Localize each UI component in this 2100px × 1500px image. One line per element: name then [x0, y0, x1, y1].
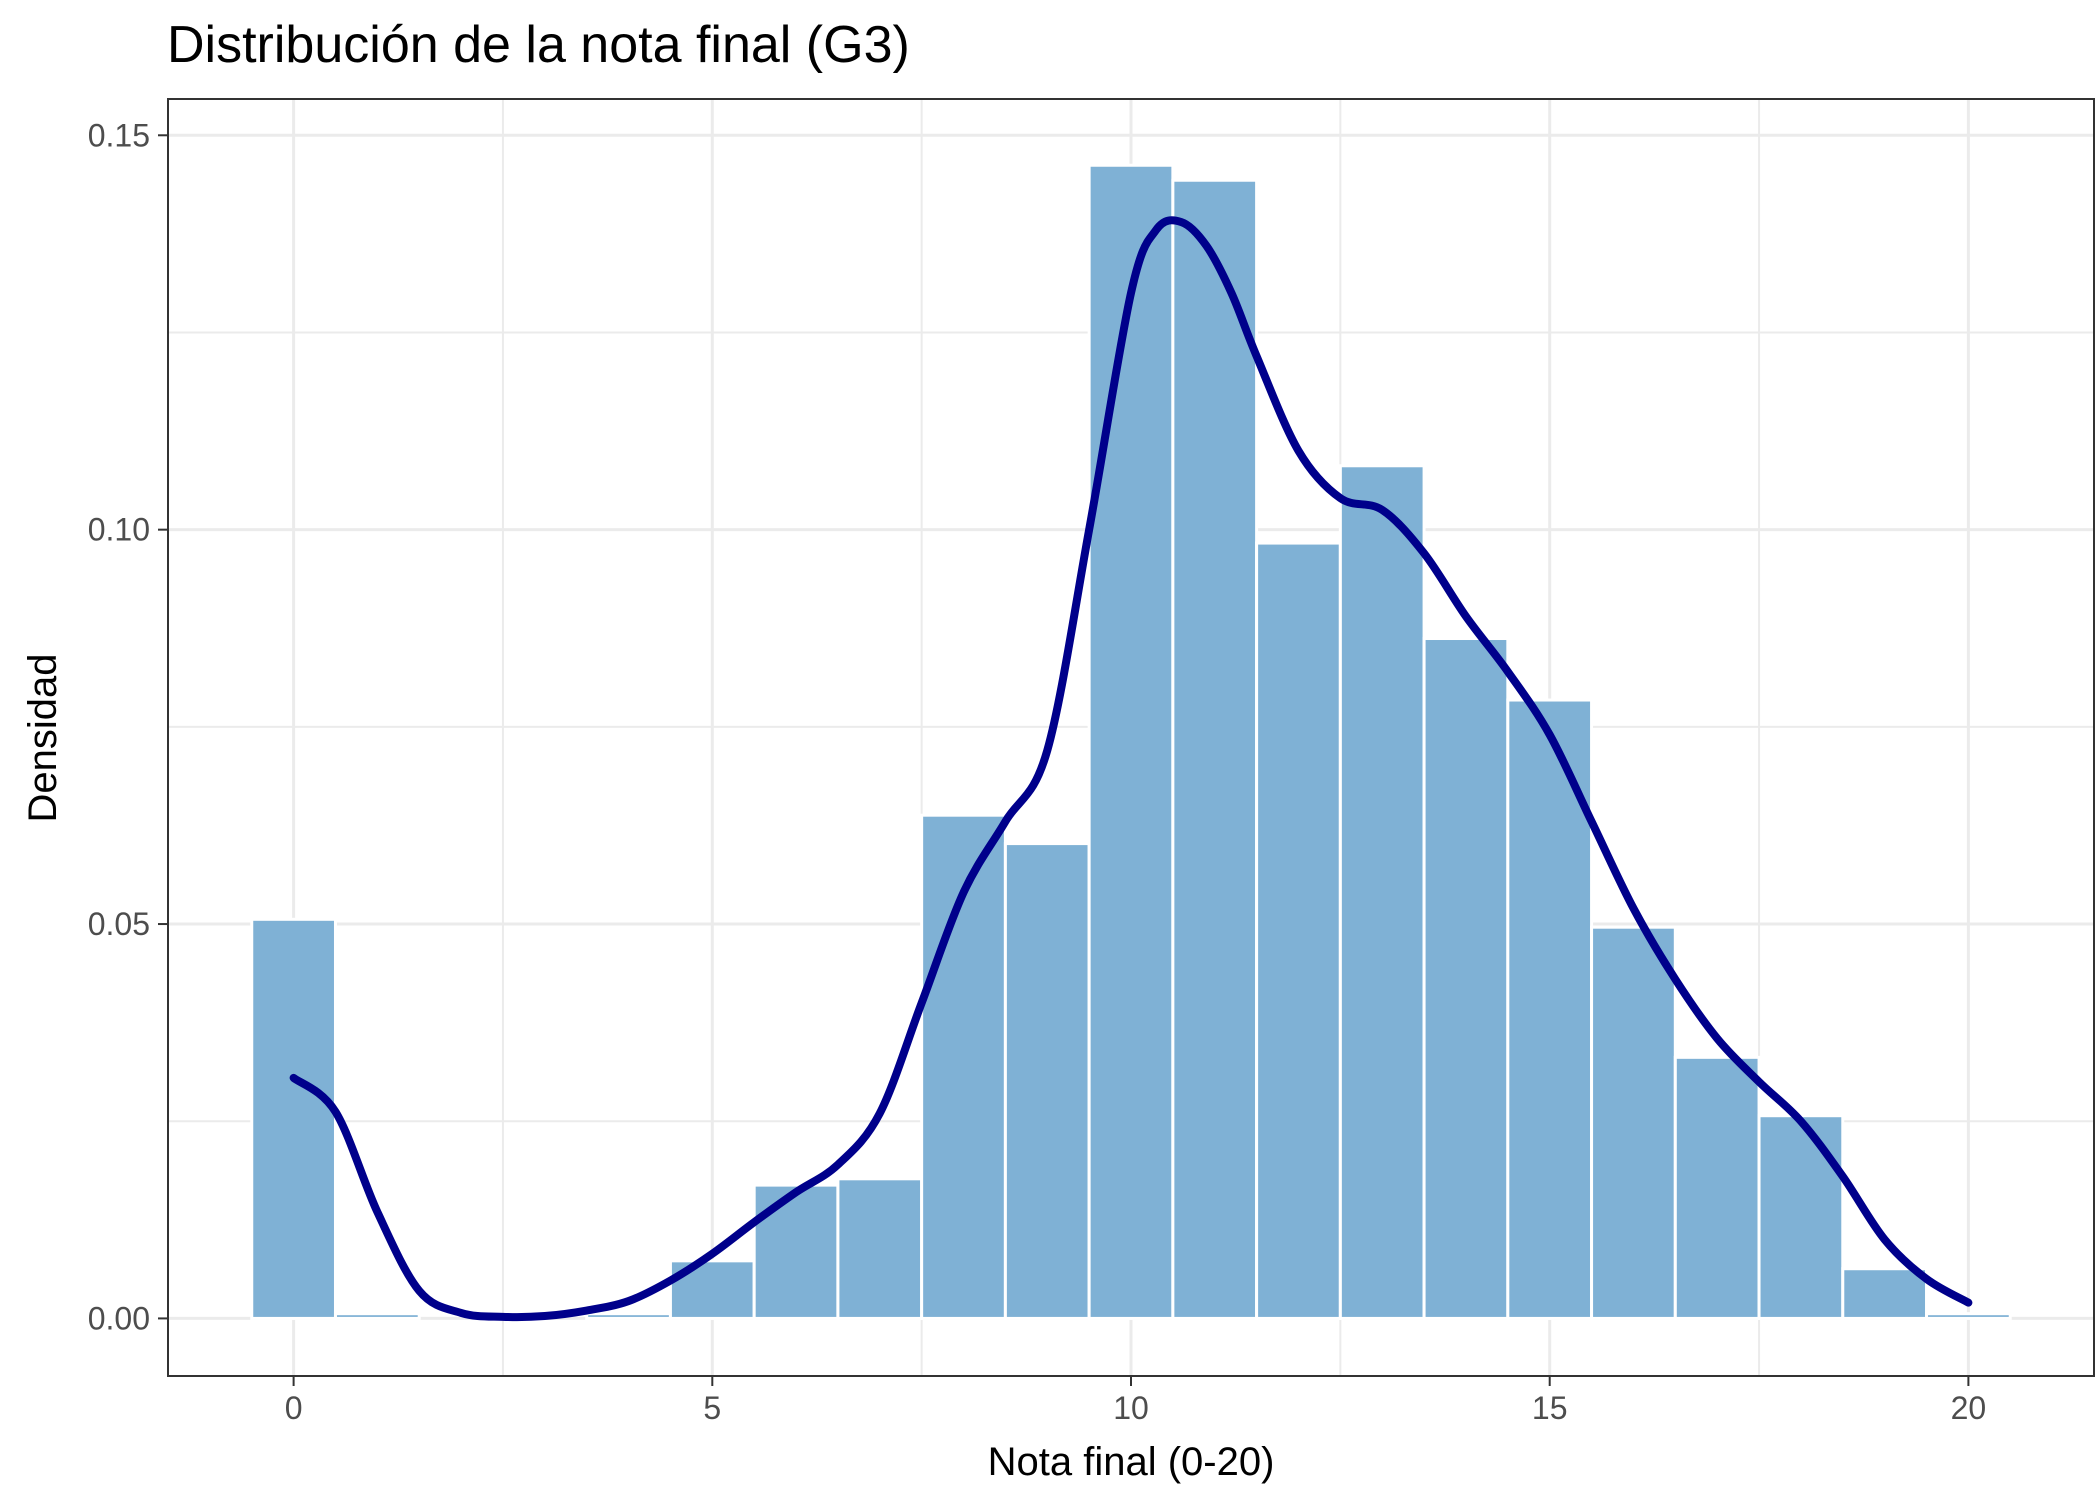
chart-title: Distribución de la nota final (G3) [167, 16, 910, 74]
y-tick-label: 0.10 [88, 512, 150, 548]
histogram-bar [333, 1312, 421, 1320]
histogram-bar [1673, 1055, 1761, 1320]
histogram-bar [1506, 698, 1594, 1320]
y-axis: 0.00 0.05 0.10 0.15 [88, 117, 168, 1336]
x-tick-label: 15 [1532, 1390, 1568, 1426]
histogram-bar [1422, 637, 1510, 1320]
x-tick-label: 10 [1113, 1390, 1149, 1426]
x-tick-label: 5 [703, 1390, 721, 1426]
histogram-bar [1757, 1114, 1845, 1320]
y-axis-title: Densidad [21, 653, 65, 822]
histogram-bar [250, 917, 337, 1320]
y-tick-label: 0.00 [88, 1300, 150, 1336]
x-axis-title: Nota final (0-20) [988, 1440, 1275, 1484]
density-curve-layer [289, 216, 1973, 1322]
x-tick-label: 20 [1951, 1390, 1987, 1426]
histogram-bar [1841, 1267, 1929, 1320]
histogram-bar [1338, 464, 1426, 1320]
x-axis: 0 5 10 15 20 [285, 1376, 1986, 1426]
histogram-bar [1255, 541, 1342, 1320]
histogram-bar [1171, 178, 1259, 1320]
histogram-bar [585, 1312, 672, 1320]
density-curve [289, 216, 1973, 1322]
histogram-bar [1087, 163, 1175, 1320]
x-tick-label: 0 [285, 1390, 303, 1426]
y-tick-label: 0.05 [88, 906, 150, 942]
histogram-bar [1590, 925, 1677, 1320]
histogram-bar [752, 1183, 840, 1320]
histogram-bar [836, 1177, 924, 1320]
y-tick-label: 0.15 [88, 117, 150, 153]
histogram-bar [1925, 1312, 2012, 1320]
histogram-bar [1003, 842, 1091, 1320]
